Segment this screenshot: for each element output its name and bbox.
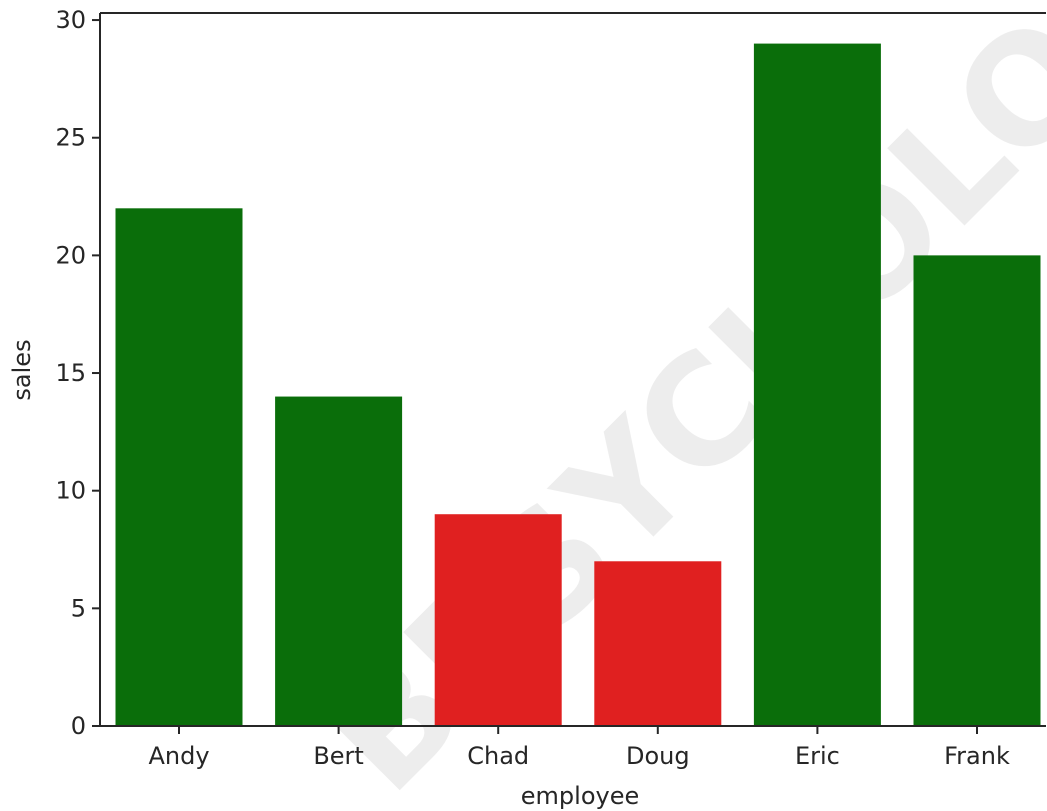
- x-axis-label: employee: [521, 782, 639, 810]
- x-tick-label: Eric: [795, 742, 840, 770]
- x-tick-label: Doug: [626, 742, 690, 770]
- bar-doug: [594, 561, 722, 726]
- x-tick-label: Chad: [467, 742, 529, 770]
- y-tick-label: 20: [55, 241, 86, 269]
- bar-chad: [434, 514, 562, 726]
- bar-andy: [115, 208, 243, 726]
- y-tick-label: 30: [55, 6, 86, 34]
- y-axis-label: sales: [8, 339, 36, 400]
- bars-group: [115, 43, 1041, 727]
- y-tick-label: 15: [55, 359, 86, 387]
- x-tick-label: Frank: [944, 742, 1010, 770]
- y-ticks-group: 0 5 10 15 20 25 30: [55, 6, 100, 740]
- bar-eric: [753, 43, 881, 726]
- y-tick-label: 5: [71, 594, 86, 622]
- y-tick-label: 25: [55, 124, 86, 152]
- axes-group: [99, 12, 1046, 727]
- x-tick-label: Andy: [148, 742, 209, 770]
- bar-frank: [913, 255, 1041, 727]
- x-tick-label: Bert: [313, 742, 364, 770]
- bar-bert: [275, 396, 403, 726]
- y-tick-label: 10: [55, 477, 86, 505]
- x-ticks-group: Andy Bert Chad Doug Eric Frank: [148, 726, 1010, 770]
- y-tick-label: 0: [71, 712, 86, 740]
